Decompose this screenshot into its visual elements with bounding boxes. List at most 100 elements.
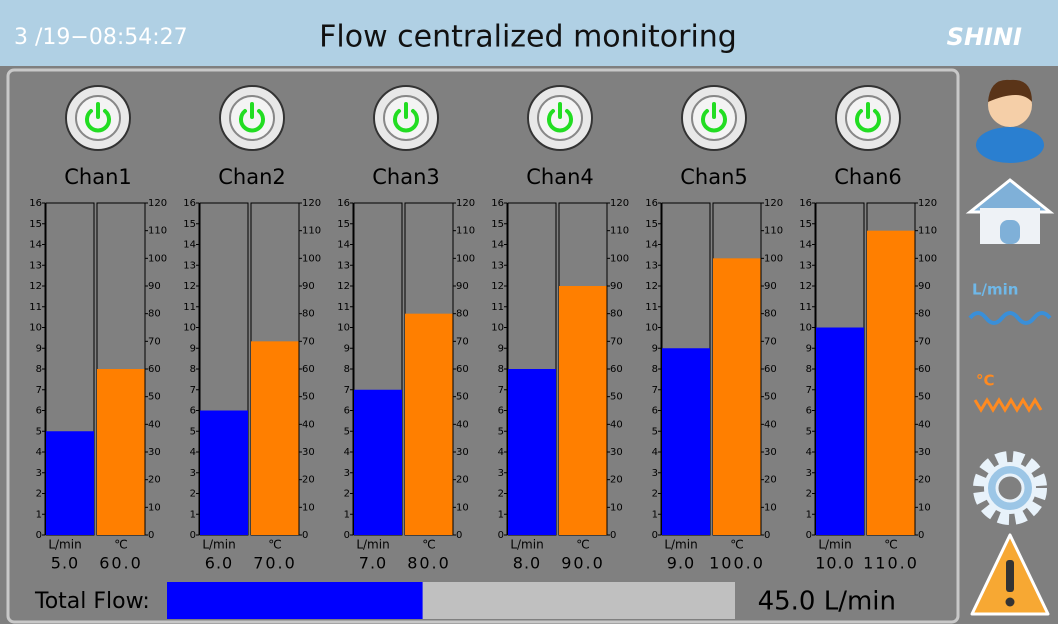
temp-value: 60.0 — [99, 554, 143, 573]
temp-tick-label: 100 — [764, 253, 783, 264]
temp-unit: ℃ — [730, 538, 743, 552]
temp-tick-label: 50 — [610, 392, 623, 403]
temp-value: 90.0 — [561, 554, 605, 573]
power-symbol — [547, 109, 573, 133]
flow-tick-label: 2 — [36, 489, 42, 500]
home-icon[interactable] — [965, 178, 1055, 244]
flow-tick-label: 14 — [337, 240, 350, 251]
flow-tick-label: 13 — [337, 260, 350, 271]
flow-value: 5.0 — [51, 554, 79, 573]
temp-tick-label: 70 — [610, 336, 623, 347]
temp-tick-label: 120 — [764, 198, 783, 209]
flow-tick-label: 10 — [491, 323, 504, 334]
temp-bar — [559, 286, 607, 535]
temp-value: 70.0 — [253, 554, 297, 573]
temp-tick-label: 110 — [148, 226, 167, 237]
channel-name: Chan4 — [526, 165, 594, 189]
user-icon[interactable] — [976, 79, 1044, 163]
flow-tick-label: 0 — [190, 530, 196, 541]
flow-tick-label: 6 — [498, 406, 504, 417]
temp-tick-label: 90 — [764, 281, 777, 292]
temp-tick-label: 0 — [610, 530, 616, 541]
flow-tick-label: 13 — [645, 260, 658, 271]
flow-tick-label: 16 — [183, 198, 196, 209]
temp-unit: ℃ — [884, 538, 897, 552]
flow-tick-label: 11 — [799, 302, 812, 313]
temp-tick-label: 30 — [456, 447, 469, 458]
flow-tick-label: 7 — [344, 385, 350, 396]
flow-tick-label: 6 — [190, 406, 196, 417]
flow-tick-label: 16 — [799, 198, 812, 209]
flow-tick-label: 13 — [799, 260, 812, 271]
flow-tick-label: 16 — [337, 198, 350, 209]
temp-tick-label: 110 — [456, 226, 475, 237]
temp-unit: ℃ — [114, 538, 127, 552]
temp-tick-label: 0 — [456, 530, 462, 541]
flow-tick-label: 9 — [36, 343, 42, 354]
temp-tick-label: 10 — [918, 502, 931, 513]
flow-tick-label: 10 — [29, 323, 42, 334]
flow-tick-label: 11 — [491, 302, 504, 313]
temp-tick-label: 110 — [918, 226, 937, 237]
temp-tick-label: 30 — [918, 447, 931, 458]
flow-tick-label: 1 — [344, 509, 350, 520]
flow-unit: L/min — [48, 538, 81, 552]
temp-value: 80.0 — [407, 554, 451, 573]
temp-unit: ℃ — [576, 538, 589, 552]
temp-tick-label: 60 — [148, 364, 161, 375]
temp-tick-label: 120 — [302, 198, 321, 209]
flow-icon-label[interactable]: L/min — [972, 281, 1019, 299]
flow-tick-label: 14 — [799, 240, 812, 251]
flow-tick-label: 10 — [799, 323, 812, 334]
flow-tick-label: 12 — [337, 281, 350, 292]
temp-tick-label: 80 — [302, 309, 315, 320]
temp-tick-label: 40 — [764, 419, 777, 430]
flow-tick-label: 15 — [183, 219, 196, 230]
temp-tick-label: 120 — [610, 198, 629, 209]
flow-tick-label: 14 — [183, 240, 196, 251]
temp-tick-label: 120 — [918, 198, 937, 209]
temp-tick-label: 30 — [302, 447, 315, 458]
flow-tick-label: 3 — [344, 468, 350, 479]
temp-value: 110.0 — [863, 554, 919, 573]
temp-tick-label: 40 — [148, 419, 161, 430]
flow-tick-label: 14 — [491, 240, 504, 251]
flow-tick-label: 12 — [183, 281, 196, 292]
flow-bar — [46, 431, 94, 535]
flow-tick-label: 13 — [183, 260, 196, 271]
channel-name: Chan5 — [680, 165, 748, 189]
flow-tick-label: 7 — [498, 385, 504, 396]
temp-tick-label: 90 — [456, 281, 469, 292]
flow-tick-label: 16 — [29, 198, 42, 209]
flow-tick-label: 2 — [806, 489, 812, 500]
datetime: 3 /19−08:54:27 — [14, 25, 188, 50]
temp-tick-label: 100 — [456, 253, 475, 264]
flow-tick-label: 14 — [29, 240, 42, 251]
temp-tick-label: 100 — [918, 253, 937, 264]
flow-tick-label: 9 — [652, 343, 658, 354]
flow-tick-label: 5 — [36, 426, 42, 437]
temp-tick-label: 20 — [610, 475, 623, 486]
flow-tick-label: 8 — [36, 364, 42, 375]
flow-tick-label: 6 — [344, 406, 350, 417]
flow-tick-label: 8 — [190, 364, 196, 375]
flow-tick-label: 2 — [498, 489, 504, 500]
alarm-icon[interactable] — [970, 533, 1050, 616]
flow-tick-label: 9 — [190, 343, 196, 354]
settings-icon[interactable] — [973, 451, 1047, 525]
flow-tick-label: 3 — [652, 468, 658, 479]
total-label: Total Flow: — [34, 589, 150, 614]
power-symbol — [855, 109, 881, 133]
flow-tick-label: 15 — [337, 219, 350, 230]
flow-tick-label: 3 — [498, 468, 504, 479]
temp-tick-label: 20 — [456, 475, 469, 486]
flow-tick-label: 3 — [806, 468, 812, 479]
temp-unit: ℃ — [422, 538, 435, 552]
flow-tick-label: 4 — [498, 447, 504, 458]
flow-tick-label: 13 — [491, 260, 504, 271]
flow-tick-label: 0 — [806, 530, 812, 541]
temp-icon-label[interactable]: °C — [976, 372, 995, 390]
flow-tick-label: 6 — [36, 406, 42, 417]
flow-tick-label: 2 — [344, 489, 350, 500]
temp-tick-label: 30 — [610, 447, 623, 458]
